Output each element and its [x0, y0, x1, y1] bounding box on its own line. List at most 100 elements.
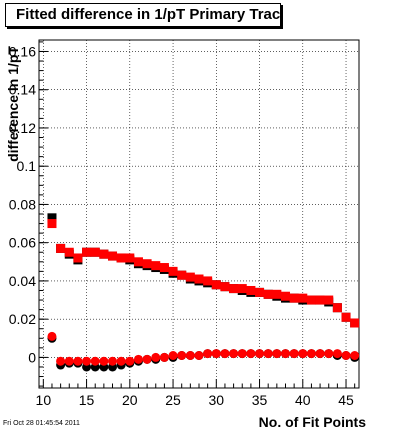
- square-marker: [280, 291, 290, 301]
- square-marker: [168, 266, 178, 276]
- square-marker: [298, 293, 308, 303]
- x-tick-label: 40: [295, 392, 311, 408]
- circle-marker: [237, 349, 247, 359]
- square-marker: [324, 295, 334, 305]
- circle-marker: [142, 354, 152, 364]
- y-tick-label: 0.12: [9, 120, 36, 136]
- x-tick-labels: 10 15 20 25 30 35 40 45: [36, 392, 354, 408]
- circle-marker: [315, 349, 325, 359]
- circle-marker: [108, 356, 118, 366]
- circle-marker: [289, 349, 299, 359]
- square-marker: [289, 293, 299, 303]
- square-marker: [272, 289, 282, 299]
- circle-marker: [56, 356, 66, 366]
- y-tick-labels: 0 0.02 0.04 0.06 0.08 0.1 0.12 0.14 0.16: [9, 43, 36, 365]
- circle-marker: [272, 349, 282, 359]
- y-tick-label: 0.06: [9, 235, 36, 251]
- square-marker: [177, 270, 187, 280]
- square-marker: [82, 247, 92, 257]
- circle-marker: [159, 352, 169, 362]
- square-marker: [90, 247, 100, 257]
- square-marker: [185, 272, 195, 282]
- circle-marker: [194, 350, 204, 360]
- square-marker: [220, 282, 230, 292]
- circle-marker: [341, 350, 351, 360]
- circle-marker: [203, 349, 213, 359]
- y-tick-label: 0.1: [17, 158, 37, 174]
- square-marker: [229, 284, 239, 294]
- square-marker: [341, 312, 351, 322]
- axis-ticks: [39, 41, 356, 388]
- circle-marker: [99, 356, 109, 366]
- square-marker: [263, 289, 273, 299]
- circle-marker: [116, 356, 126, 366]
- square-marker: [116, 253, 126, 263]
- square-marker: [47, 219, 57, 229]
- square-marker: [246, 285, 256, 295]
- square-marker: [108, 251, 118, 261]
- square-marker: [194, 274, 204, 284]
- circle-marker: [90, 356, 100, 366]
- y-tick-label: 0.08: [9, 196, 36, 212]
- x-tick-label: 20: [122, 392, 138, 408]
- square-marker: [133, 257, 143, 267]
- square-marker: [56, 243, 66, 253]
- square-marker: [315, 295, 325, 305]
- circle-marker: [324, 349, 334, 359]
- y-tick-label: 0: [28, 349, 36, 365]
- square-marker: [159, 263, 169, 273]
- square-marker: [350, 318, 360, 328]
- circle-marker: [211, 349, 221, 359]
- circle-marker: [220, 349, 230, 359]
- circle-marker: [73, 356, 83, 366]
- square-marker: [151, 261, 161, 271]
- square-marker: [211, 280, 221, 290]
- y-tick-label: 0.02: [9, 311, 36, 327]
- circle-marker: [64, 356, 74, 366]
- y-tick-label: 0.04: [9, 273, 36, 289]
- circle-marker: [82, 356, 92, 366]
- circle-marker: [185, 350, 195, 360]
- circle-marker: [280, 349, 290, 359]
- circle-marker: [125, 356, 135, 366]
- y-tick-label: 0.16: [9, 43, 36, 59]
- circle-marker: [246, 349, 256, 359]
- circle-marker: [177, 350, 187, 360]
- circle-marker: [306, 349, 316, 359]
- circle-marker: [255, 349, 265, 359]
- circle-marker: [47, 331, 57, 341]
- circle-marker: [298, 349, 308, 359]
- y-tick-label: 0.14: [9, 82, 36, 98]
- square-marker: [237, 284, 247, 294]
- square-marker: [332, 303, 342, 313]
- footer-timestamp: Fri Oct 28 01:45:54 2011: [3, 420, 80, 427]
- x-tick-label: 25: [165, 392, 181, 408]
- plot-frame: [38, 39, 360, 389]
- x-tick-label: 35: [252, 392, 268, 408]
- square-marker: [255, 287, 265, 297]
- square-marker: [99, 249, 109, 259]
- circle-marker: [168, 350, 178, 360]
- square-marker: [125, 253, 135, 263]
- x-tick-label: 30: [209, 392, 225, 408]
- circle-marker: [332, 349, 342, 359]
- square-marker: [203, 276, 213, 286]
- y-axis-title: difference in 1/pT: [5, 46, 21, 162]
- circle-marker: [133, 354, 143, 364]
- grid-lines: [39, 40, 359, 388]
- chart-title: Fitted difference in 1/pT Primary Tracks: [5, 3, 281, 27]
- x-tick-label: 10: [36, 392, 52, 408]
- square-marker: [47, 213, 57, 223]
- x-tick-label: 45: [338, 392, 354, 408]
- square-marker: [64, 247, 74, 257]
- x-tick-label: 15: [79, 392, 95, 408]
- circle-marker: [263, 349, 273, 359]
- square-marker: [73, 253, 83, 263]
- data-markers: [47, 213, 360, 372]
- circle-marker: [350, 350, 360, 360]
- square-marker: [142, 259, 152, 269]
- x-axis-title: No. of Fit Points: [259, 414, 367, 430]
- circle-marker: [229, 349, 239, 359]
- square-marker: [306, 295, 316, 305]
